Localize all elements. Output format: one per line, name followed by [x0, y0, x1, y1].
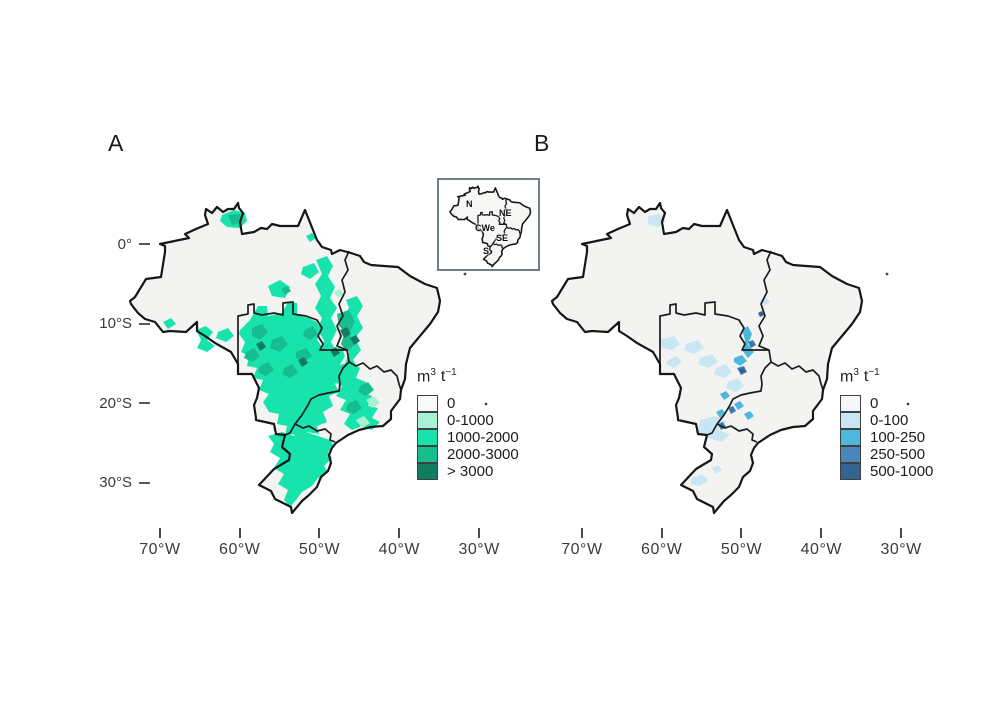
x-tick-mark: [478, 528, 481, 538]
y-tick-label: 20°S: [99, 394, 132, 412]
legend-row: 250-500: [840, 446, 990, 464]
legend-swatch: [840, 463, 861, 481]
x-tick: 70°W: [120, 528, 200, 559]
legend-row: 0: [840, 395, 990, 413]
legend-label: 100-250: [870, 429, 926, 447]
x-tick: 50°W: [702, 528, 782, 559]
legend-label: > 3000: [447, 463, 494, 481]
inset-label-northeast: NE: [499, 208, 512, 218]
legend-label: 0: [870, 395, 879, 413]
legend-b-title: m3 t−1: [840, 367, 880, 386]
x-tick: 30°W: [439, 528, 519, 559]
x-tick-mark: [318, 528, 321, 538]
x-tick-label: 50°W: [720, 541, 763, 558]
inset-label-centerwest: CWe: [475, 223, 495, 233]
x-tick: 60°W: [200, 528, 280, 559]
legend-label: 1000-2000: [447, 429, 519, 447]
x-tick-mark: [740, 528, 743, 538]
x-axis-b: 70°W 60°W 50°W 40°W 30°W: [542, 528, 941, 559]
legend-row: 500-1000: [840, 463, 990, 481]
y-tick: 10°S: [78, 315, 150, 333]
x-axis-a: 70°W 60°W 50°W 40°W 30°W: [120, 528, 519, 559]
x-tick-mark: [158, 528, 161, 538]
legend-swatch: [417, 446, 438, 464]
legend-label: 500-1000: [870, 463, 934, 481]
x-tick: 40°W: [781, 528, 861, 559]
islands-a: [463, 272, 488, 406]
x-tick: 70°W: [542, 528, 622, 559]
inset-label-north: N: [466, 199, 473, 209]
inset-label-south: S: [483, 246, 490, 256]
x-tick-mark: [580, 528, 583, 538]
x-tick-mark: [398, 528, 401, 538]
legend-swatch: [840, 412, 861, 430]
y-tick-mark: [139, 481, 150, 484]
x-tick-mark: [900, 528, 903, 538]
x-tick-mark: [820, 528, 823, 538]
inset-label-southeast: SE: [496, 233, 509, 243]
y-tick-label: 30°S: [99, 474, 132, 492]
x-tick-label: 40°W: [800, 541, 842, 558]
legend-swatch: [840, 395, 861, 413]
x-tick-label: 30°W: [880, 541, 922, 558]
map-a: [128, 201, 488, 515]
legend-row: 0-1000: [417, 412, 567, 430]
y-axis: 0° 10°S 20°S 30°S: [78, 236, 150, 491]
y-tick-mark: [139, 322, 150, 325]
map-b: [550, 201, 910, 515]
x-tick: 50°W: [280, 528, 360, 559]
legend-row: 1000-2000: [417, 429, 567, 447]
legend-b-rows: 0 0-100 100-250 250-500: [840, 395, 990, 481]
legend-row: > 3000: [417, 463, 567, 481]
legend-swatch: [417, 429, 438, 447]
x-tick: 40°W: [359, 528, 439, 559]
x-tick-label: 30°W: [458, 541, 500, 558]
legend-swatch: [417, 412, 438, 430]
y-tick-mark: [139, 402, 150, 405]
y-tick-label: 10°S: [99, 315, 132, 333]
islands-b: [885, 272, 910, 406]
x-tick-label: 70°W: [561, 541, 603, 558]
legend-label: 250-500: [870, 446, 926, 464]
x-tick-label: 60°W: [641, 541, 683, 558]
x-tick-mark: [660, 528, 663, 538]
legend-swatch: [417, 395, 438, 413]
legend-label: 0-100: [870, 412, 909, 430]
x-tick-label: 60°W: [219, 541, 261, 558]
legend-a: m3 t−1 0 0-1000 1000-2000: [417, 367, 567, 481]
legend-swatch: [417, 463, 438, 481]
legend-swatch: [840, 429, 861, 447]
legend-swatch: [840, 446, 861, 464]
legend-label: 0: [447, 395, 456, 413]
x-tick-label: 70°W: [139, 541, 181, 558]
legend-label: 2000-3000: [447, 446, 519, 464]
inset-map: [437, 178, 540, 271]
legend-label: 0-1000: [447, 412, 494, 430]
map-b-patches: [648, 214, 770, 486]
x-tick-label: 50°W: [298, 541, 341, 558]
x-tick: 60°W: [622, 528, 702, 559]
panel-a-label: A: [108, 130, 124, 156]
y-tick: 30°S: [78, 474, 150, 492]
y-tick-label: 0°: [117, 235, 132, 253]
legend-b: m3 t−1 0 0-100 100-250: [840, 367, 990, 481]
panel-b-label: B: [534, 130, 550, 156]
legend-a-title: m3 t−1: [417, 367, 457, 386]
y-tick: 0°: [78, 235, 150, 253]
x-tick-mark: [238, 528, 241, 538]
legend-a-rows: 0 0-1000 1000-2000 2000-3000: [417, 395, 567, 481]
legend-row: 100-250: [840, 429, 990, 447]
legend-row: 0-100: [840, 412, 990, 430]
legend-row: 2000-3000: [417, 446, 567, 464]
x-tick: 30°W: [861, 528, 941, 559]
x-tick-label: 40°W: [378, 541, 420, 558]
y-tick: 20°S: [78, 394, 150, 412]
y-tick-mark: [139, 243, 150, 245]
legend-row: 0: [417, 395, 567, 413]
